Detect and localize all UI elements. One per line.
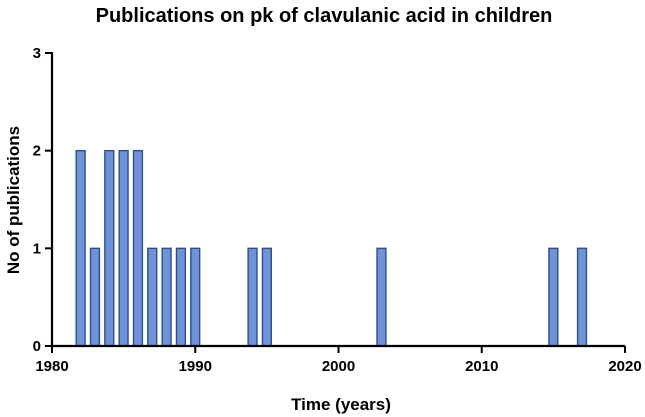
x-tick-label-2020: 2020 bbox=[608, 358, 641, 375]
x-tick-label-1980: 1980 bbox=[35, 358, 68, 375]
y-axis-label: No of publications bbox=[4, 126, 23, 274]
bar-1985 bbox=[118, 149, 129, 347]
bar-1994 bbox=[247, 247, 258, 347]
bar-1995 bbox=[261, 247, 273, 347]
y-tick-label-1: 1 bbox=[33, 240, 41, 257]
bar-2015 bbox=[548, 247, 559, 347]
x-tick-label-2000: 2000 bbox=[322, 358, 355, 375]
bar-1983 bbox=[89, 247, 101, 347]
x-axis-label: Time (years) bbox=[291, 395, 391, 414]
y-tick-label-2: 2 bbox=[33, 143, 41, 160]
bar-1989 bbox=[175, 247, 187, 347]
bars bbox=[75, 149, 588, 347]
x-axis: 1980 1990 2000 2010 2020 bbox=[35, 344, 642, 375]
bar-1982 bbox=[75, 149, 86, 347]
bar-1984 bbox=[104, 149, 115, 347]
x-tick-label-2010: 2010 bbox=[465, 358, 498, 375]
bar-1990 bbox=[190, 247, 201, 347]
y-tick-label-0: 0 bbox=[33, 338, 41, 355]
chart-title: Publications on pk of clavulanic acid in… bbox=[96, 5, 553, 27]
bar-1988 bbox=[161, 247, 172, 347]
y-tick-label-3: 3 bbox=[33, 45, 41, 62]
y-axis: 0 1 2 3 bbox=[33, 45, 54, 355]
bar-2017 bbox=[576, 247, 588, 347]
bar-2003 bbox=[376, 247, 387, 347]
bar-1987 bbox=[147, 247, 158, 347]
bar-1986 bbox=[132, 149, 144, 347]
x-tick-label-1990: 1990 bbox=[179, 358, 212, 375]
